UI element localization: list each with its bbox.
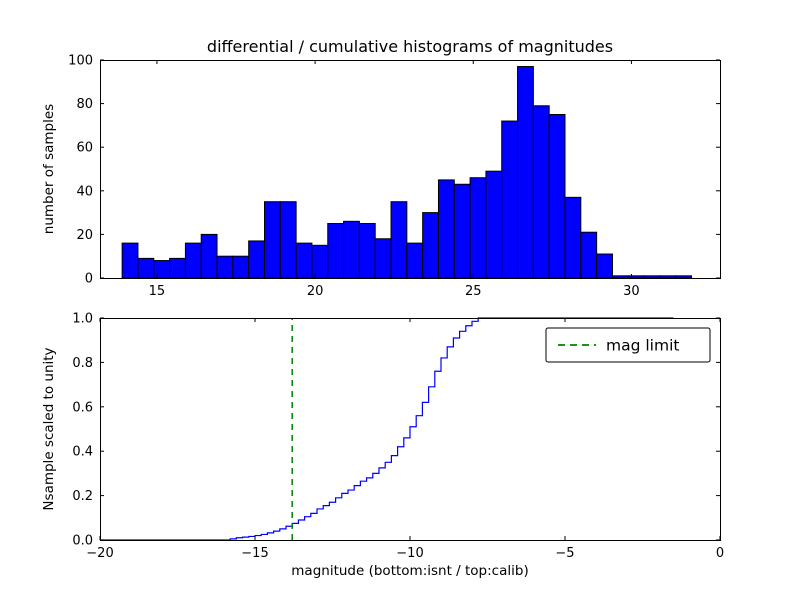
histogram-bar: [358, 223, 376, 279]
legend-label: mag limit: [606, 337, 679, 355]
y-tick-label: 0.0: [72, 534, 93, 549]
histogram-bar: [659, 275, 677, 279]
x-tick-label: 15: [149, 284, 166, 299]
histogram-bar: [548, 114, 566, 279]
histogram-bar: [485, 170, 503, 279]
histogram-bar: [153, 260, 171, 279]
histogram-bar: [232, 255, 250, 279]
histogram-bar: [627, 275, 645, 279]
x-tick-label: 25: [465, 284, 482, 299]
y-tick-label: 0.2: [72, 489, 93, 504]
x-tick-label: 20: [307, 284, 324, 299]
histogram-bar: [596, 253, 613, 279]
histogram-bar: [501, 120, 519, 279]
legend-box: [545, 327, 711, 363]
y-tick-label: 80: [76, 97, 93, 112]
histogram-bar: [532, 105, 550, 279]
y-tick-label: 40: [76, 184, 93, 199]
y-tick-label: 100: [68, 54, 93, 69]
histogram-bar: [169, 257, 186, 279]
x-tick-label: −5: [555, 546, 574, 561]
bottom-ylabel: Nsample scaled to unity: [41, 347, 57, 511]
y-tick-label: 20: [76, 228, 93, 243]
x-tick-label: −15: [241, 546, 268, 561]
histogram-bar: [248, 240, 265, 279]
cumulative-step-line: [100, 317, 674, 541]
y-tick-label: 0.8: [72, 356, 93, 371]
figure-title: differential / cumulative histograms of …: [206, 37, 614, 56]
axes-frame: [100, 60, 721, 279]
histogram-bar: [263, 201, 281, 279]
histogram-bar: [469, 177, 487, 279]
histogram-bar: [453, 183, 471, 279]
histogram-bar: [611, 275, 629, 279]
top-ylabel: number of samples: [41, 103, 57, 235]
x-tick-label: 30: [623, 284, 640, 299]
histogram-bar: [295, 242, 313, 279]
histogram-bar: [643, 275, 661, 279]
histogram-bar: [311, 244, 329, 279]
histogram-bar: [406, 242, 424, 279]
histogram-bar: [422, 212, 439, 279]
histogram-bar: [517, 66, 534, 279]
histogram-bar: [121, 242, 139, 279]
y-tick-label: 0: [85, 272, 93, 287]
y-tick-label: 1.0: [72, 312, 93, 327]
histogram-bar: [343, 220, 360, 279]
y-tick-label: 60: [76, 141, 93, 156]
histogram-bar: [580, 231, 598, 279]
x-tick-label: −20: [86, 546, 113, 561]
x-tick-label: 0: [716, 546, 724, 561]
y-tick-label: 0.4: [72, 445, 93, 460]
histogram-bar: [137, 257, 155, 279]
y-tick-label: 0.6: [72, 400, 93, 415]
differential-histogram-subplot: 15 20 25 30 0 20 40 60 80 100: [68, 54, 721, 299]
histogram-bar: [374, 238, 392, 279]
histogram-bar: [675, 275, 693, 279]
histogram-bar: [390, 201, 408, 279]
x-tick-label: −10: [396, 546, 423, 561]
histogram-bar: [216, 255, 234, 279]
histogram-bar: [564, 196, 582, 279]
cumulative-histogram-subplot: −20 −15 −10 −5 0 0.0 0.2 0.4 0.6 0.8 1.0 mag limit: [72, 312, 724, 562]
x-axis-label: magnitude (bottom:isnt / top:calib): [291, 563, 529, 579]
histogram-bar: [437, 179, 455, 279]
histogram-bar: [327, 223, 345, 279]
histogram-bar: [279, 201, 297, 279]
histogram-bar: [184, 242, 202, 279]
histogram-bar: [200, 233, 218, 279]
